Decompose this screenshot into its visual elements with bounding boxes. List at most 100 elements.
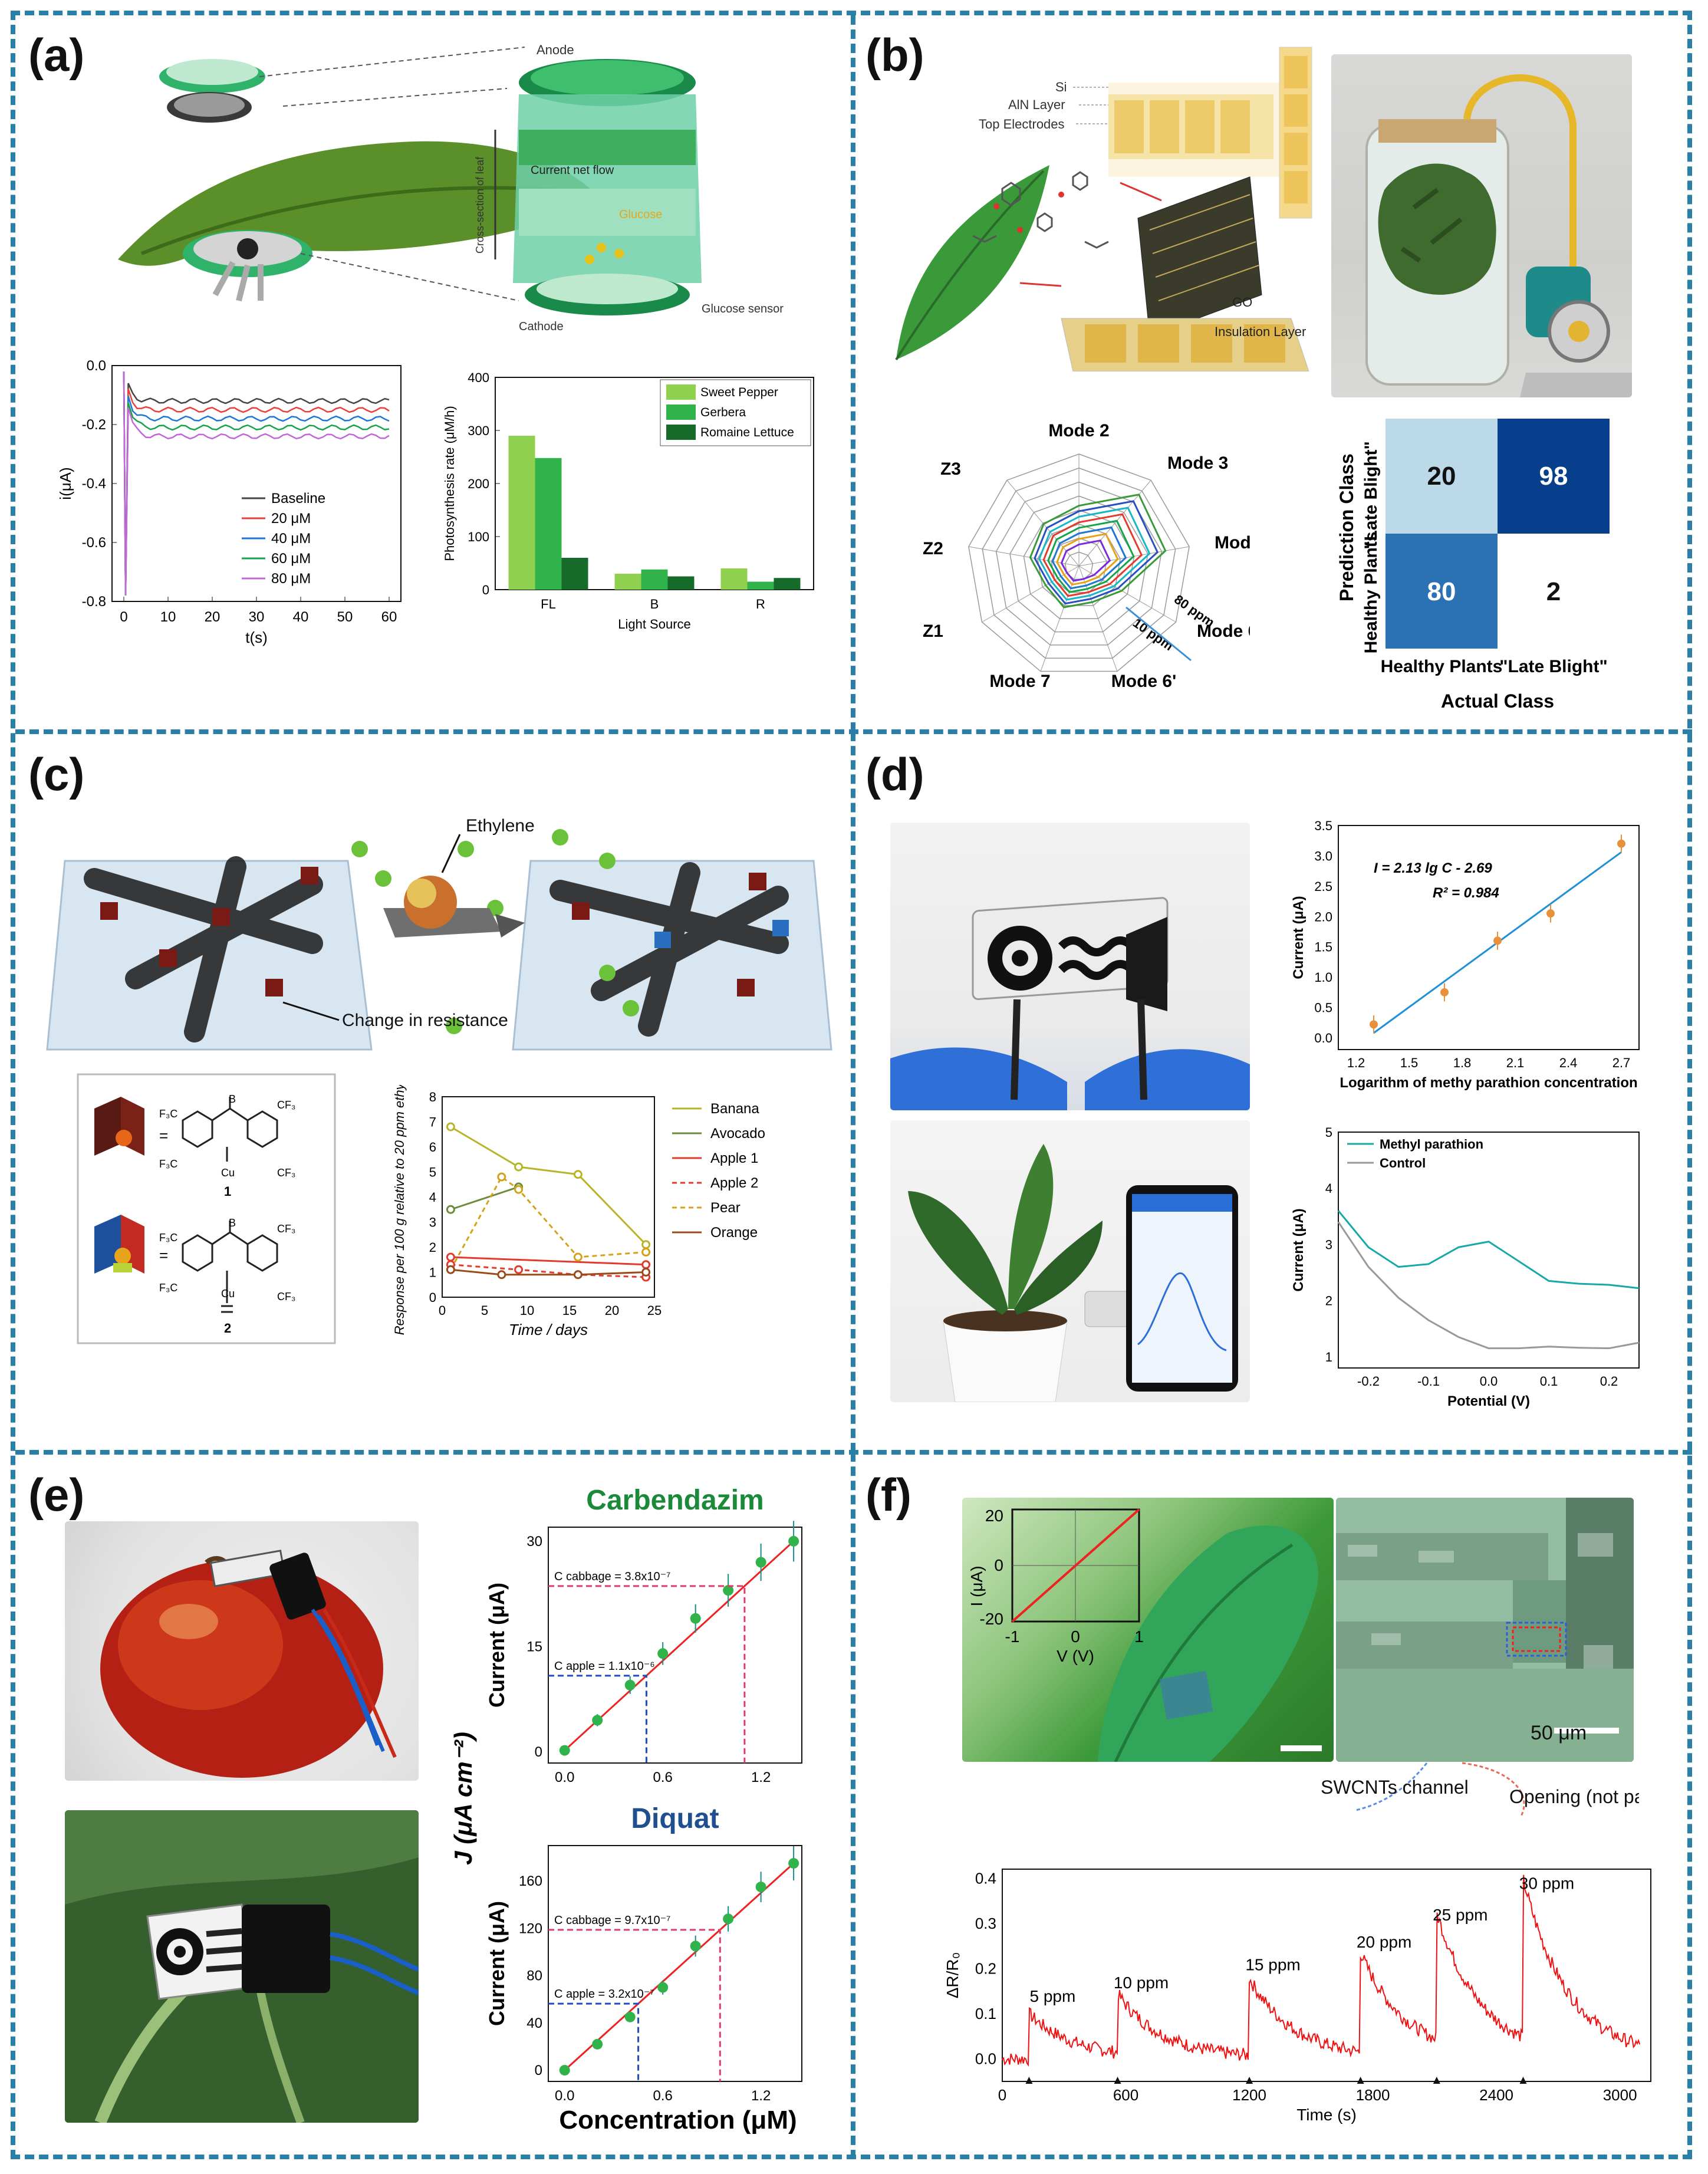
intercept-guide [548,2002,640,2081]
data-point [592,2038,603,2050]
x-tick-label: 60 [381,609,397,625]
series-line [450,1256,646,1266]
x-tick-label: 0.1 [1540,1374,1558,1389]
data-point [755,1882,766,1893]
data-point [788,1858,799,1869]
radar-grid-ring [1023,509,1135,620]
svg-text:F₃C: F₃C [159,1282,177,1294]
y-tick-label: 3 [429,1215,436,1230]
x-tick-label: 20 [205,609,221,625]
plant-phone-photo [890,1120,1250,1402]
data-point [514,1162,524,1172]
legend-label: Methyl parathion [1380,1137,1483,1152]
svg-text:Cu: Cu [221,1288,235,1300]
y-tick-label: -0.6 [82,535,106,551]
svg-text:CF₃: CF₃ [277,1223,295,1235]
y-tick-label: 4 [429,1190,436,1205]
resistance-response-chart: 0 600 1200 1800 2400 3000 0.0 0.1 0.2 0.3 0.4 5 ppm… [943,1869,1651,2124]
peak-label: 15 ppm [1245,1955,1300,1974]
intercept-label: C apple = 3.2x10⁻⁷ [554,1988,654,2001]
iv-xtick: -1 [1005,1627,1020,1646]
data-point [514,1265,524,1274]
ethylene-sensor-diagram: Ethylene Change in resistance [46,816,832,1051]
x-tick-label: 0.6 [653,1770,673,1785]
x-tick-label: -0.1 [1417,1374,1440,1389]
y-tick-label: 2 [1325,1294,1332,1308]
y-axis-label: i(μA) [57,467,74,499]
y-tick-label: 1.5 [1314,940,1332,955]
radar-spoke [1040,565,1080,672]
legend-label: 60 μM [271,551,311,567]
x-tick-label: 5 [481,1303,488,1318]
ppm-label: 80 ppm [1171,592,1217,630]
flexible-sensor-photo [890,823,1250,1110]
y-tick-label: 120 [519,1920,542,1936]
x-tick-label: 1800 [1356,2086,1390,2104]
injection-arrow [1114,2077,1121,2084]
legend-label: Apple 2 [710,1175,758,1191]
bar [508,436,535,590]
y-tick-label: 300 [468,423,489,438]
data-point [624,1679,636,1690]
intercept-label: C cabbage = 9.7x10⁻⁷ [554,1914,670,1927]
radar-spoke [968,546,1080,567]
x-tick-label: 0.6 [653,2088,673,2104]
data-point [641,1248,651,1257]
peak-label: 30 ppm [1519,1874,1574,1893]
panel-label-d: (d) [865,748,924,800]
radar-chart: Mode 2 Mode 3 Mode 4 Mode 6 Mode 6' Mode 7 Z1 Z… [923,421,1250,691]
intercept-guide [548,1929,721,2081]
radar-grid-ring [982,467,1176,659]
panel-divider [851,1452,855,2159]
y-tick-label: 0 [482,583,489,597]
data-point [657,1982,669,1993]
legend-label: Baseline [271,491,325,507]
x-axis-label: Time (s) [1296,2106,1357,2124]
x-tick-label: 2400 [1479,2086,1513,2104]
cu-complex-structures: F₃C CF₃ F₃C CF₃ Cu B F₃C CF₃ F₃C CF₃ Cu B = = 1 2 [77,1073,336,1344]
x-axis-label: t(s) [245,629,268,646]
bar [561,558,588,590]
fit-line [564,1862,795,2071]
svg-text:F₃C: F₃C [159,1232,177,1244]
data-point [641,1260,651,1269]
series-line [1002,1874,1641,2067]
actual-class-label: Actual Class [1441,690,1554,712]
j-axis-label: J (μA cm⁻²) [449,1732,477,1865]
x-tick-label: 25 [647,1303,662,1318]
iv-ytick: 20 [985,1507,1003,1525]
panel-label-c: (c) [28,748,85,800]
col-label: Healthy Plants [1381,657,1503,676]
fit-line [564,1540,795,1751]
legend-swatch [666,404,696,420]
fit-r2: R² = 0.984 [1433,885,1499,901]
category-label: FL [541,597,556,611]
x-tick-label: 0.2 [1600,1374,1618,1389]
svg-text:CF₃: CF₃ [277,1167,295,1179]
y-tick-label: 6 [429,1140,436,1155]
intercept-guide [548,1585,746,1763]
legend-label: 20 μM [271,511,311,527]
series-line [1337,1210,1640,1290]
y-tick-label: 0 [535,1744,542,1760]
data-point [657,1648,669,1659]
intercept-label: C apple = 1.1x10⁻⁶ [554,1660,655,1673]
data-point [446,1122,455,1132]
panel-divider [851,15,855,732]
svg-text:B: B [229,1217,236,1229]
legend-label: Apple 1 [710,1150,758,1166]
x-tick-label: 1.8 [1453,1055,1472,1070]
iv-ytick: -20 [980,1610,1003,1628]
radar-axis-label: Mode 4 [1215,533,1250,552]
radar-series [1060,540,1111,582]
radar-series [1047,519,1135,593]
y-tick-label: -0.8 [82,594,106,610]
radar-spoke [1078,565,1176,623]
data-point [1440,988,1449,996]
legend-label: 40 μM [271,531,311,547]
x-tick-label: 0.0 [555,1770,574,1785]
y-tick-label: 8 [429,1090,436,1104]
micrograph-annotations: SWCNTs channel Opening (not passivated) [1321,1762,1639,1817]
svg-text:Cu: Cu [221,1167,235,1179]
series-line [123,371,390,596]
